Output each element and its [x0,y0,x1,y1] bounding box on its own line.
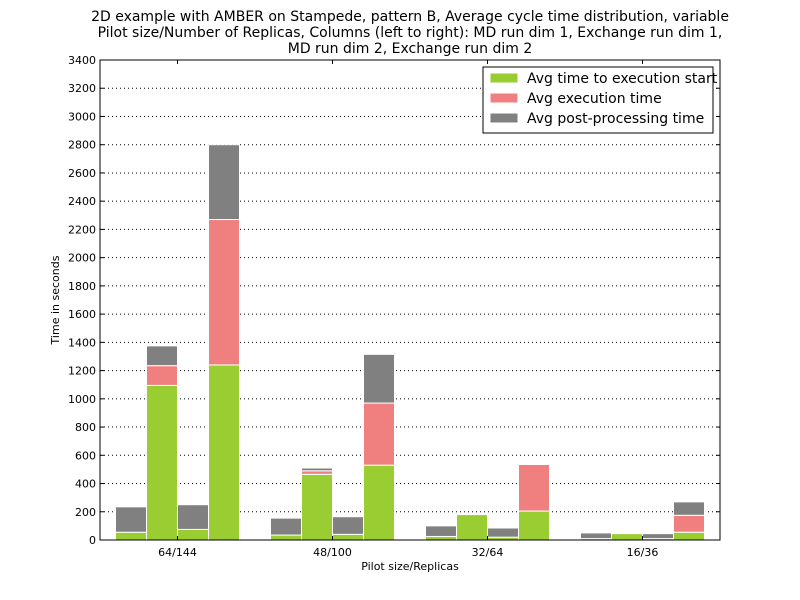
bars [115,144,705,541]
bar-segment-exec-start [425,535,457,541]
bar-segment-execution [673,514,705,533]
bar-segment-exec-start [270,534,302,541]
bar-segment-execution [208,219,240,366]
bar-segment-exec-start [673,531,705,541]
y-tick-label: 2000 [68,252,96,265]
bar-segment-post-processing [115,506,147,533]
y-tick-label: 3400 [68,54,96,67]
bar-segment-execution [363,402,395,466]
legend-frame [482,66,714,134]
legend-swatch [489,72,519,84]
bar-segment-exec-start [177,528,209,541]
bar-segment-exec-start [208,364,240,541]
legend: Avg time to execution start Avg execution… [482,66,718,134]
y-tick-label: 0 [89,534,96,547]
bar-segment-post-processing [425,525,457,537]
y-tick-label: 400 [75,478,96,491]
bar-segment-post-processing [332,516,364,535]
x-tick-label: 16/36 [627,546,659,559]
bar-segment-exec-start [332,533,364,541]
y-tick-label: 2600 [68,167,96,180]
bar-segment-execution [301,470,333,475]
y-tick-label: 800 [75,421,96,434]
bar-segment-post-processing [301,467,333,472]
bar-segment-post-processing [580,532,612,540]
y-tick-label: 1800 [68,280,96,293]
y-tick-label: 2800 [68,139,96,152]
y-tick-label: 3000 [68,110,96,123]
axis-ticks: 0 200 400 600 800 1000 1200 1400 1600 1800 2000 220… [68,54,720,559]
bar-segment-exec-start [518,510,550,541]
legend-label: Avg post-processing time [527,111,704,127]
bar-segment-execution [146,365,178,386]
y-tick-label: 600 [75,449,96,462]
y-tick-label: 2200 [68,223,96,236]
bar-segment-post-processing [487,527,519,538]
chart-title-line-1: 2D example with AMBER on Stampede, patte… [91,9,729,25]
bar-segment-post-processing [642,533,674,540]
y-tick-label: 1400 [68,336,96,349]
legend-label: Avg execution time [527,91,662,107]
chart-title-line-2: Pilot size/Number of Replicas, Columns (… [98,25,723,41]
x-tick-label: 32/64 [472,546,504,559]
bar-segment-post-processing [146,345,178,367]
y-tick-label: 1600 [68,308,96,321]
x-tick-label: 64/144 [158,546,197,559]
y-tick-label: 1000 [68,393,96,406]
legend-label: Avg time to execution start [527,71,718,87]
bar-segment-exec-start [301,473,333,541]
chart-title-line-3: MD run dim 2, Exchange run dim 2 [288,41,533,57]
y-axis-label: Time in seconds [49,255,62,345]
y-tick-label: 2400 [68,195,96,208]
bar-segment-exec-start [146,384,178,541]
bar-segment-post-processing [673,501,705,516]
legend-swatch [489,92,519,104]
y-tick-label: 3200 [68,82,96,95]
bar-segment-execution [518,463,550,512]
y-tick-label: 200 [75,506,96,519]
grid-lines [100,87,720,513]
legend-swatch [489,112,519,124]
bar-segment-post-processing [270,517,302,536]
bar-segment-exec-start [456,514,488,541]
y-tick-label: 1200 [68,365,96,378]
bar-segment-post-processing [177,504,209,530]
bar-segment-exec-start [115,531,147,541]
x-axis-label: Pilot size/Replicas [361,560,459,573]
x-tick-label: 48/100 [313,546,352,559]
plot-frame [99,59,721,541]
bar-segment-post-processing [363,353,395,404]
bar-segment-post-processing [208,144,240,221]
bar-segment-exec-start [611,533,643,541]
bar-segment-exec-start [363,464,395,541]
